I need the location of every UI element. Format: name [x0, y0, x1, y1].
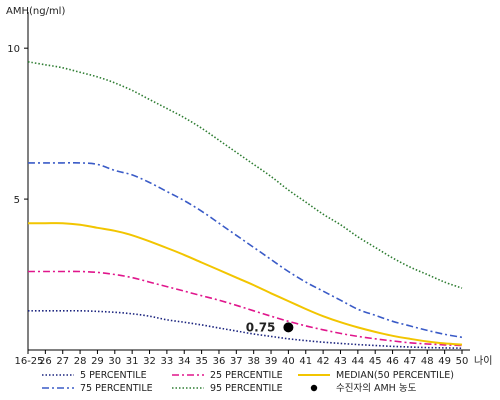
y-tick-label: 10: [7, 44, 20, 55]
x-tick-label: 49: [438, 356, 451, 367]
series-lines: [27, 61, 463, 349]
x-tick-label: 39: [265, 356, 278, 367]
x-tick-label: 26: [39, 356, 52, 367]
x-tick-label: 41: [299, 356, 312, 367]
legend-label: MEDIAN(50 PERCENTILE): [336, 370, 454, 381]
series-line-5-percentile: [28, 309, 463, 349]
legend-label: 95 PERCENTILE: [210, 383, 283, 394]
series-line-median-50-percentile: [28, 222, 463, 346]
y-tick-label: 5: [14, 195, 20, 206]
x-tick-label: 33: [161, 356, 174, 367]
x-tick-label: 50: [456, 356, 469, 367]
legend-label: 75 PERCENTILE: [80, 383, 153, 394]
x-tick-label: 27: [56, 356, 69, 367]
series-line-95-percentile: [27, 61, 463, 289]
legend-label: 5 PERCENTILE: [80, 370, 147, 381]
x-tick-label: 48: [421, 356, 434, 367]
x-tick-label: 42: [317, 356, 330, 367]
x-tick-label: 40: [282, 356, 295, 367]
x-tick-label: 16-25: [14, 356, 43, 367]
x-tick-label: 36: [213, 356, 226, 367]
x-tick-label: 28: [74, 356, 87, 367]
patient-amh-value-label: 0.75: [246, 320, 276, 334]
x-tick-label: 44: [351, 356, 364, 367]
x-tick-label: 30: [108, 356, 121, 367]
series-line-25-percentile: [27, 270, 463, 347]
x-tick-label: 45: [369, 356, 382, 367]
x-axis-label: 나이: [474, 355, 492, 367]
patient-point: 0.75: [246, 320, 294, 334]
x-tick-label: 32: [143, 356, 156, 367]
legend-label: 수진자의 AMH 농도: [336, 383, 417, 394]
x-tick-label: 47: [404, 356, 417, 367]
legend: 5 PERCENTILE 25 PERCENTILE MEDIAN(50 PERCE…: [42, 370, 454, 394]
x-tick-label: 29: [91, 356, 104, 367]
legend-marker-point: [310, 384, 318, 392]
series-line-75-percentile: [27, 161, 463, 339]
x-tick-label: 35: [195, 356, 208, 367]
x-tick-label: 31: [126, 356, 139, 367]
patient-amh-point: [283, 322, 294, 333]
x-tick-label: 43: [334, 356, 347, 367]
y-axis-label: AMH(ng/ml): [6, 6, 65, 17]
x-tick-label: 34: [178, 356, 191, 367]
x-tick-label: 46: [386, 356, 399, 367]
axes: [27, 12, 470, 351]
legend-label: 25 PERCENTILE: [210, 370, 283, 381]
x-tick-label: 38: [247, 356, 260, 367]
x-tick-label: 37: [230, 356, 243, 367]
